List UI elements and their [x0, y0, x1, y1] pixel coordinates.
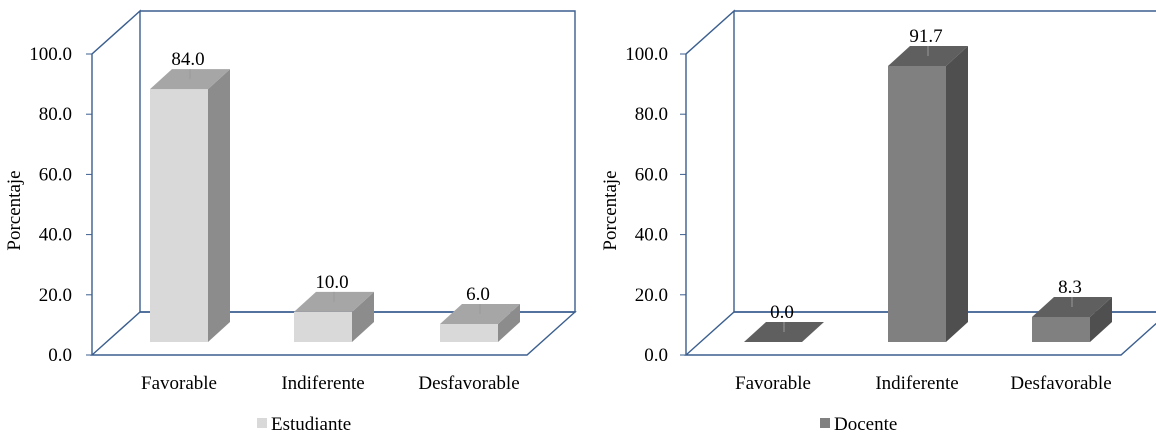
bar-side [208, 69, 230, 342]
chart-labels: 0.0 Favorable 91.7 Indiferente 8.3 Desfavorab… [735, 26, 1112, 435]
chart-docente: 0.0 20.0 40.0 60.0 80.0 100.0 Porcentaje 0.0 Fa… [600, 9, 1156, 435]
y-tick-label: 60.0 [39, 164, 72, 185]
bar-front [1032, 317, 1090, 342]
data-label: 0.0 [770, 302, 794, 323]
category-label: Favorable [141, 373, 217, 394]
y-tick-label: 0.0 [48, 345, 72, 366]
category-label: Desfavorable [418, 373, 519, 394]
data-label: 91.7 [909, 26, 942, 47]
y-tick-label: 100.0 [29, 44, 72, 65]
y-tick-label: 60.0 [635, 164, 668, 185]
floor [90, 311, 577, 356]
y-tick-label: 100.0 [625, 44, 668, 65]
legend-swatch [257, 418, 267, 428]
chart-axes: 0.0 20.0 40.0 60.0 80.0 100.0 Porcentaje [4, 9, 577, 366]
chart-labels: 84.0 Favorable 10.0 Indiferente 6.0 Desfavora… [141, 49, 520, 435]
category-label: Favorable [735, 373, 811, 394]
y-tick-label: 80.0 [635, 104, 668, 125]
y-axis-title: Porcentaje [600, 170, 621, 250]
data-label: 6.0 [466, 284, 490, 305]
floor [684, 311, 1156, 356]
y-tick-label: 40.0 [39, 225, 72, 246]
bar-side [946, 45, 968, 342]
bar-side [498, 303, 520, 342]
bar-front [150, 89, 208, 342]
data-label: 8.3 [1058, 277, 1082, 298]
left-wall [685, 9, 735, 355]
y-tick-label: 80.0 [39, 104, 72, 125]
chart-bars [744, 45, 1112, 342]
data-label: 10.0 [315, 272, 348, 293]
bar-front [294, 311, 352, 342]
chart-estudiante: 0.0 20.0 40.0 60.0 80.0 100.0 Porcentaje 84.0 F… [4, 9, 577, 435]
y-tick-label: 0.0 [644, 345, 668, 366]
bar-side [352, 291, 374, 342]
y-axis-title: Porcentaje [4, 170, 25, 250]
category-label: Indiferente [281, 373, 364, 394]
bar-front [888, 65, 946, 342]
legend-label: Estudiante [271, 414, 351, 435]
bar-front [440, 323, 498, 342]
left-wall [91, 9, 141, 355]
category-label: Indiferente [875, 373, 958, 394]
y-tick-label: 20.0 [635, 285, 668, 306]
bar-side [1090, 297, 1112, 342]
chart-axes: 0.0 20.0 40.0 60.0 80.0 100.0 Porcentaje [600, 9, 1156, 366]
data-label: 84.0 [171, 49, 204, 70]
category-label: Desfavorable [1010, 373, 1111, 394]
y-tick-label: 20.0 [39, 285, 72, 306]
legend-label: Docente [834, 414, 897, 435]
legend-swatch [820, 418, 830, 428]
chart-bars [150, 69, 520, 342]
y-tick-label: 40.0 [635, 225, 668, 246]
